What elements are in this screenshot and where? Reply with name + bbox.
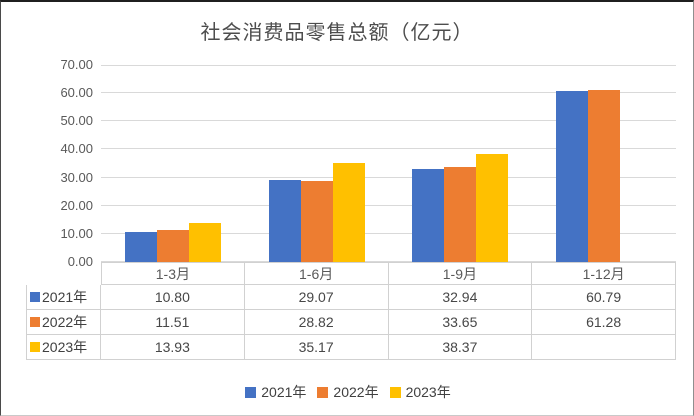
bar-2022年-1-9月 — [444, 167, 477, 262]
table-corner-blank — [26, 262, 101, 285]
bar-2021年-1-6月 — [268, 180, 301, 262]
bar-group-1-12月 — [532, 65, 676, 262]
value-cell-2023年-1-6月: 35.17 — [244, 335, 389, 360]
column-header-1-6月: 1-6月 — [244, 262, 389, 285]
row-header-2021年: 2021年 — [26, 285, 101, 310]
row-header-2023年: 2023年 — [26, 335, 101, 360]
row-header-label: 2022年 — [42, 314, 88, 330]
legend-swatch-icon — [317, 386, 329, 398]
legend-item-2022年: 2022年 — [317, 382, 379, 402]
gridline — [101, 120, 676, 121]
legend-label: 2023年 — [405, 384, 451, 400]
gridline — [101, 261, 676, 262]
chart-title: 社会消费品零售总额（亿元） — [200, 20, 474, 44]
gridline — [101, 92, 676, 93]
value-cell-2023年-1-9月: 38.37 — [388, 335, 533, 360]
bar-2021年-1-12月 — [556, 91, 589, 262]
legend-label: 2022年 — [333, 384, 379, 400]
bar-2021年-1-3月 — [124, 232, 157, 262]
value-cell-2021年-1-9月: 32.94 — [388, 285, 533, 310]
column-header-1-12月: 1-12月 — [532, 262, 676, 285]
y-axis-tick-label: 50.00 — [60, 113, 93, 128]
chart-legend: 2021年 2022年 2023年 — [1, 382, 693, 402]
bar-group-1-3月 — [101, 65, 245, 262]
gridline — [101, 177, 676, 178]
row-header-label: 2021年 — [42, 289, 88, 305]
value-cell-2021年-1-6月: 29.07 — [244, 285, 389, 310]
gridline — [101, 148, 676, 149]
bar-2022年-1-12月 — [588, 90, 621, 262]
y-axis-tick-label: 20.00 — [60, 198, 93, 213]
y-axis-tick-label: 70.00 — [60, 57, 93, 72]
chart-data-table: 1-3月 1-6月 1-9月 1-12月 2021年 10.80 29.07 32.94 60.… — [26, 262, 676, 360]
column-header-1-3月: 1-3月 — [101, 262, 245, 285]
y-axis-tick-label: 60.00 — [60, 85, 93, 100]
bar-2022年-1-3月 — [156, 230, 189, 262]
bar-2023年-1-3月 — [188, 223, 221, 262]
value-cell-2021年-1-3月: 10.80 — [101, 285, 245, 310]
y-axis-tick-label: 40.00 — [60, 141, 93, 156]
value-cell-2023年-1-12月 — [532, 335, 676, 360]
gridline — [101, 233, 676, 234]
series-key-icon — [30, 342, 40, 352]
legend-label: 2021年 — [261, 384, 307, 400]
series-key-icon — [30, 292, 40, 302]
value-cell-2022年-1-12月: 61.28 — [532, 310, 676, 335]
value-cell-2022年-1-9月: 33.65 — [388, 310, 533, 335]
y-axis-tick-label: 30.00 — [60, 170, 93, 185]
bar-2023年-1-6月 — [332, 163, 365, 262]
column-header-1-9月: 1-9月 — [388, 262, 533, 285]
legend-item-2021年: 2021年 — [245, 382, 306, 402]
legend-swatch-icon — [245, 386, 257, 398]
bar-2021年-1-9月 — [412, 169, 445, 262]
row-header-label: 2023年 — [42, 339, 88, 355]
legend-item-2023年: 2023年 — [389, 382, 451, 402]
y-axis-tick-label: 10.00 — [60, 226, 93, 241]
y-axis-tick-label: 0.00 — [67, 254, 93, 269]
series-key-icon — [30, 317, 40, 327]
value-cell-2022年-1-3月: 11.51 — [101, 310, 245, 335]
bar-2023年-1-9月 — [476, 154, 509, 262]
legend-swatch-icon — [389, 386, 401, 398]
bar-2022年-1-6月 — [300, 181, 333, 262]
gridline — [101, 205, 676, 206]
plot-area: 0.00 10.00 20.00 30.00 40.00 50.00 60.00 70.00 — [60, 57, 676, 269]
gridline — [101, 65, 676, 66]
bar-group-1-6月 — [245, 65, 389, 262]
value-cell-2022年-1-6月: 28.82 — [244, 310, 389, 335]
value-cell-2021年-1-12月: 60.79 — [532, 285, 676, 310]
value-cell-2023年-1-3月: 13.93 — [101, 335, 245, 360]
row-header-2022年: 2022年 — [26, 310, 101, 335]
bar-group-1-9月 — [389, 65, 533, 262]
